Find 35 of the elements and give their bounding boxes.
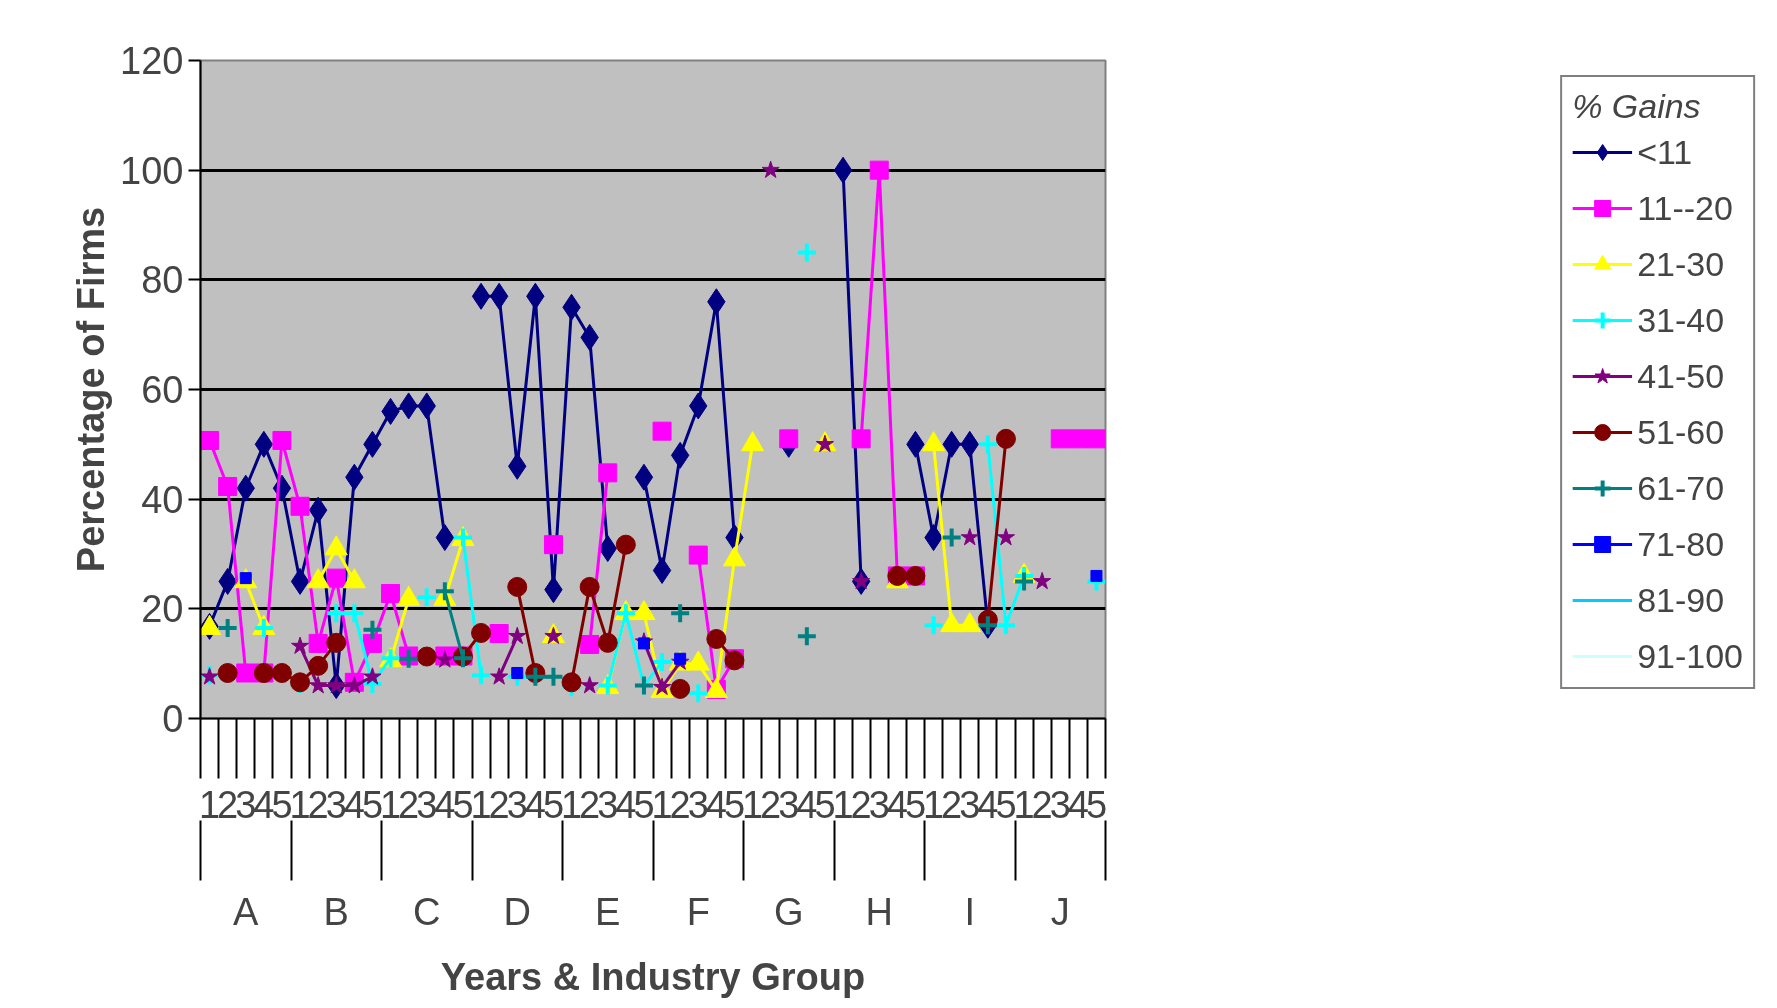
text: D bbox=[503, 890, 531, 933]
legend-label: 61-70 bbox=[1637, 467, 1725, 509]
legend-label: 81-90 bbox=[1637, 579, 1725, 621]
legend-label: 41-50 bbox=[1637, 355, 1725, 397]
text: J bbox=[1050, 890, 1070, 933]
legend-title: % Gains bbox=[1572, 87, 1702, 126]
text: C bbox=[413, 890, 441, 933]
text: F bbox=[686, 890, 710, 933]
y-tick-label: 0 bbox=[162, 698, 184, 740]
x-tick-label: 4 bbox=[434, 783, 456, 826]
y-tick-label: 40 bbox=[141, 478, 184, 521]
legend-label: 31-40 bbox=[1637, 299, 1725, 341]
text: A bbox=[233, 890, 260, 933]
legend-label: 11--20 bbox=[1637, 187, 1733, 229]
legend-label: 71-80 bbox=[1637, 523, 1725, 565]
legend-label: 91-100 bbox=[1637, 635, 1743, 677]
y-axis-title: Percentage of Firms bbox=[70, 206, 113, 573]
legend-label: <11 bbox=[1637, 131, 1693, 173]
x-tick-label: 4 bbox=[253, 783, 275, 826]
y-tick-label: 80 bbox=[141, 259, 184, 302]
text: G bbox=[773, 890, 804, 933]
x-axis-title: Years & Industry Group bbox=[440, 955, 866, 998]
x-tick-label: 4 bbox=[615, 783, 637, 826]
y-tick-label: 60 bbox=[141, 369, 184, 411]
y-tick-label: 20 bbox=[141, 588, 184, 631]
legend-label: 51-60 bbox=[1637, 411, 1725, 453]
legend-label: 21-30 bbox=[1637, 243, 1725, 285]
y-tick-label: 120 bbox=[120, 40, 184, 82]
text: I bbox=[964, 890, 976, 933]
text: E bbox=[595, 890, 621, 933]
text: B bbox=[323, 890, 349, 933]
x-tick-label: 4 bbox=[977, 783, 999, 826]
y-tick-label: 100 bbox=[120, 149, 184, 192]
x-tick-label: 4 bbox=[796, 783, 818, 826]
text: H bbox=[865, 890, 893, 933]
